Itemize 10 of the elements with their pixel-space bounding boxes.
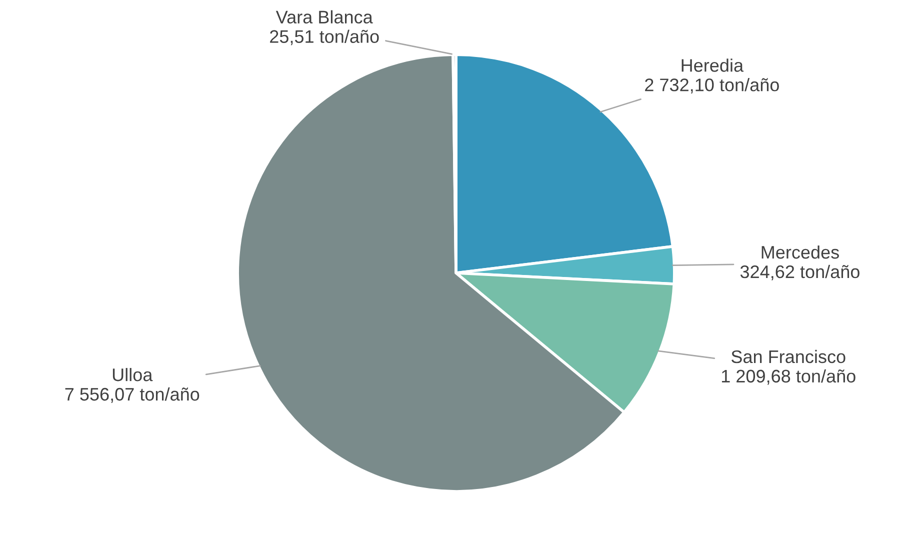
data-label: 324,62 ton/año — [740, 264, 860, 280]
slice-label: Ulloa — [112, 368, 153, 382]
slice-label: Mercedes — [762, 245, 839, 259]
data-label: 2 732,10 ton/año — [645, 78, 779, 94]
data-label: 7 556,07 ton/año — [65, 387, 200, 403]
data-label: 1 209,68 ton/año — [722, 369, 856, 385]
slice-label: San Francisco — [731, 350, 846, 364]
data-label: 25,51 ton/año — [270, 30, 379, 46]
slice-label: Vara Blanca — [276, 10, 373, 24]
slice-label: Heredia — [682, 58, 744, 72]
